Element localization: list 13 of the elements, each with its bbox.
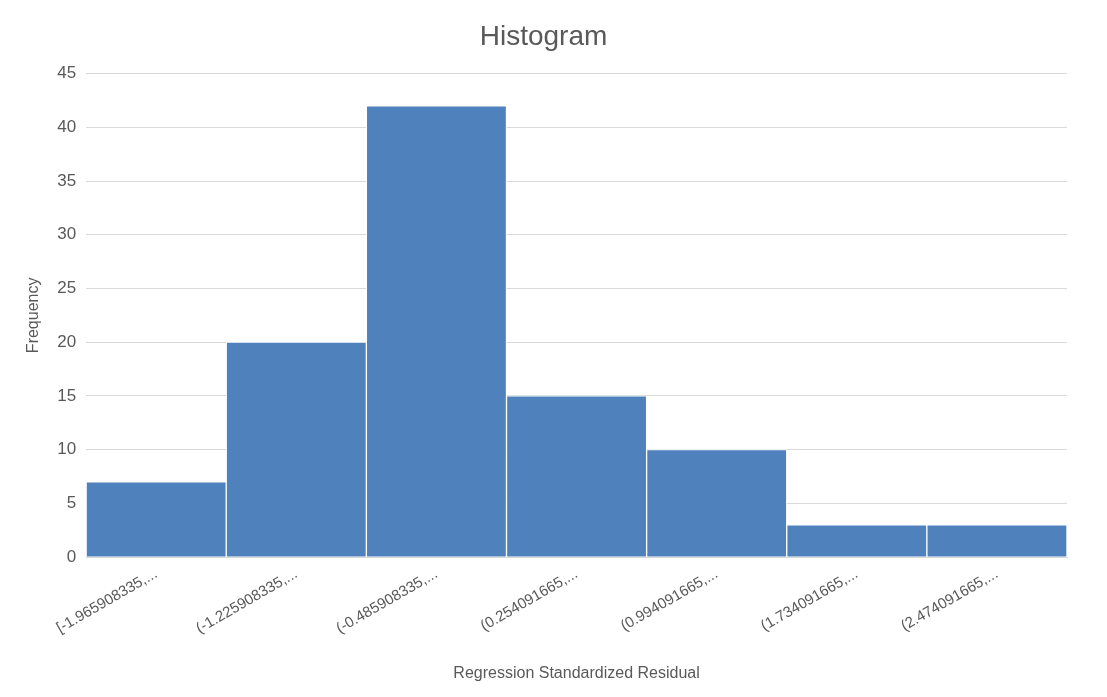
y-axis-title: Frequency [24, 277, 42, 354]
y-tick-label: 45 [57, 63, 77, 83]
y-tick-label: 5 [66, 493, 77, 513]
y-tick-label: 30 [57, 224, 77, 244]
y-tick-label: 20 [57, 331, 77, 351]
y-tick-label: 10 [57, 439, 77, 459]
y-tick-label: 35 [57, 170, 77, 190]
y-tick-label: 25 [57, 278, 77, 298]
x-axis-title: Regression Standardized Residual [453, 663, 700, 681]
y-tick-label: 0 [66, 546, 77, 566]
y-tick-label: 15 [57, 385, 77, 405]
y-tick-label: 40 [57, 117, 77, 137]
chart-title: Histogram [479, 19, 608, 51]
